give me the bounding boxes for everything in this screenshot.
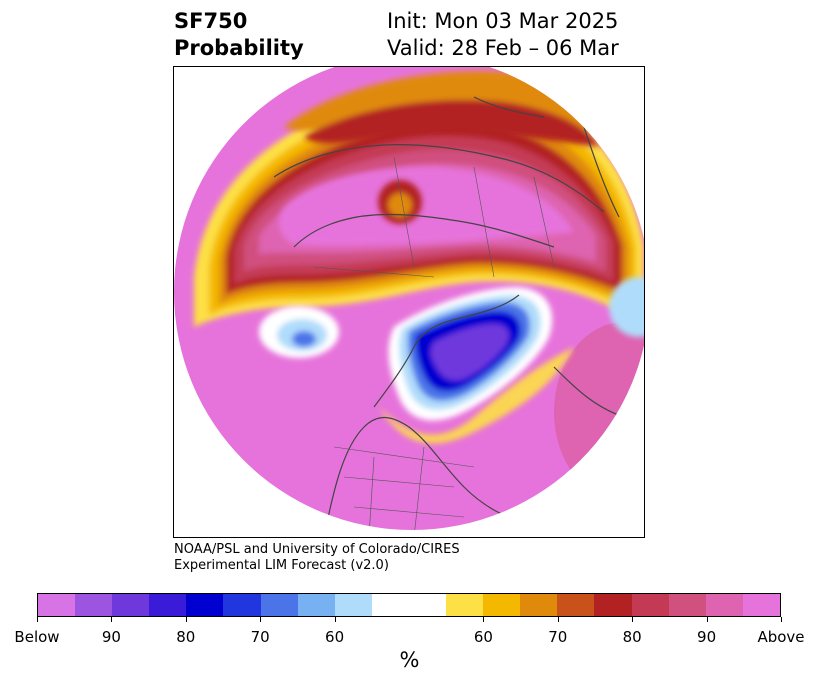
colorbar-segment (668, 594, 706, 616)
colorbar-tickmark (111, 617, 113, 622)
colorbar-segment (297, 594, 335, 616)
title-type: Probability (174, 36, 304, 60)
credit-line-2: Experimental LIM Forecast (v2.0) (174, 558, 389, 573)
colorbar-tick-label: 70 (250, 628, 270, 646)
colorbar-segment (631, 594, 669, 616)
canada-below-normal (388, 287, 553, 421)
colorbar-segment (594, 594, 632, 616)
colorbar-tick-label: 60 (473, 628, 493, 646)
colorbar-tickmark (706, 617, 708, 622)
map-title: SF750 Probability (174, 8, 304, 62)
band-core (278, 167, 574, 246)
colorbar-segment (38, 594, 76, 616)
colorbar-segment (483, 594, 521, 616)
colorbar-tickmark (260, 617, 262, 622)
colorbar-tickmark (334, 617, 336, 622)
probability-field (174, 67, 644, 530)
colorbar-segment (742, 594, 780, 616)
colorbar-segment (371, 594, 409, 616)
colorbar-segment (408, 594, 447, 616)
colorbar-tick-label: 60 (325, 628, 345, 646)
atlantic-pocket (609, 277, 644, 337)
valid-range: Valid: 28 Feb – 06 Mar (387, 36, 619, 60)
colorbar-segment (186, 594, 224, 616)
colorbar-tickmark (483, 617, 485, 622)
init-date: Init: Mon 03 Mar 2025 (387, 9, 619, 33)
colorbar-segment (705, 594, 743, 616)
credit-line-1: NOAA/PSL and University of Colorado/CIRE… (174, 542, 460, 557)
colorbar-tickmark (632, 617, 634, 622)
arctic-cap (284, 71, 614, 224)
colorbar-segment (260, 594, 298, 616)
colorbar-tickmark (781, 617, 782, 622)
colorbar-segment (334, 594, 372, 616)
transition-band (379, 347, 574, 444)
colorbar-tick-label: 80 (176, 628, 196, 646)
colorbar-segment (446, 594, 484, 616)
borders (313, 156, 555, 530)
colorbar (37, 593, 781, 617)
colorbar-unit: % (399, 648, 420, 672)
colorbar-segment (223, 594, 261, 616)
credit: NOAA/PSL and University of Colorado/CIRE… (174, 542, 460, 574)
colorbar-segment (112, 594, 150, 616)
colorbar-segment (149, 594, 187, 616)
coastlines (273, 96, 625, 530)
title-variable: SF750 (174, 9, 248, 33)
map-dates: Init: Mon 03 Mar 2025 Valid: 28 Feb – 06… (387, 8, 619, 62)
forecast-map (173, 66, 645, 538)
forecast-map-svg (174, 67, 644, 530)
colorbar-segment (75, 594, 113, 616)
alaska-pocket (259, 306, 339, 358)
colorbar-tickmark (557, 617, 559, 622)
colorbar-segment (557, 594, 595, 616)
colorbar-segment (520, 594, 558, 616)
colorbar-tick-label: 70 (548, 628, 568, 646)
colorbar-tick-label: Below (14, 628, 60, 646)
colorbar-tick-label: 90 (697, 628, 717, 646)
colorbar-tick-label: 80 (622, 628, 642, 646)
colorbar-tick-label: 90 (101, 628, 121, 646)
colorbar-tickmark (185, 617, 187, 622)
colorbar-tick-label: Above (757, 628, 805, 646)
colorbar-tickmark (37, 617, 38, 622)
